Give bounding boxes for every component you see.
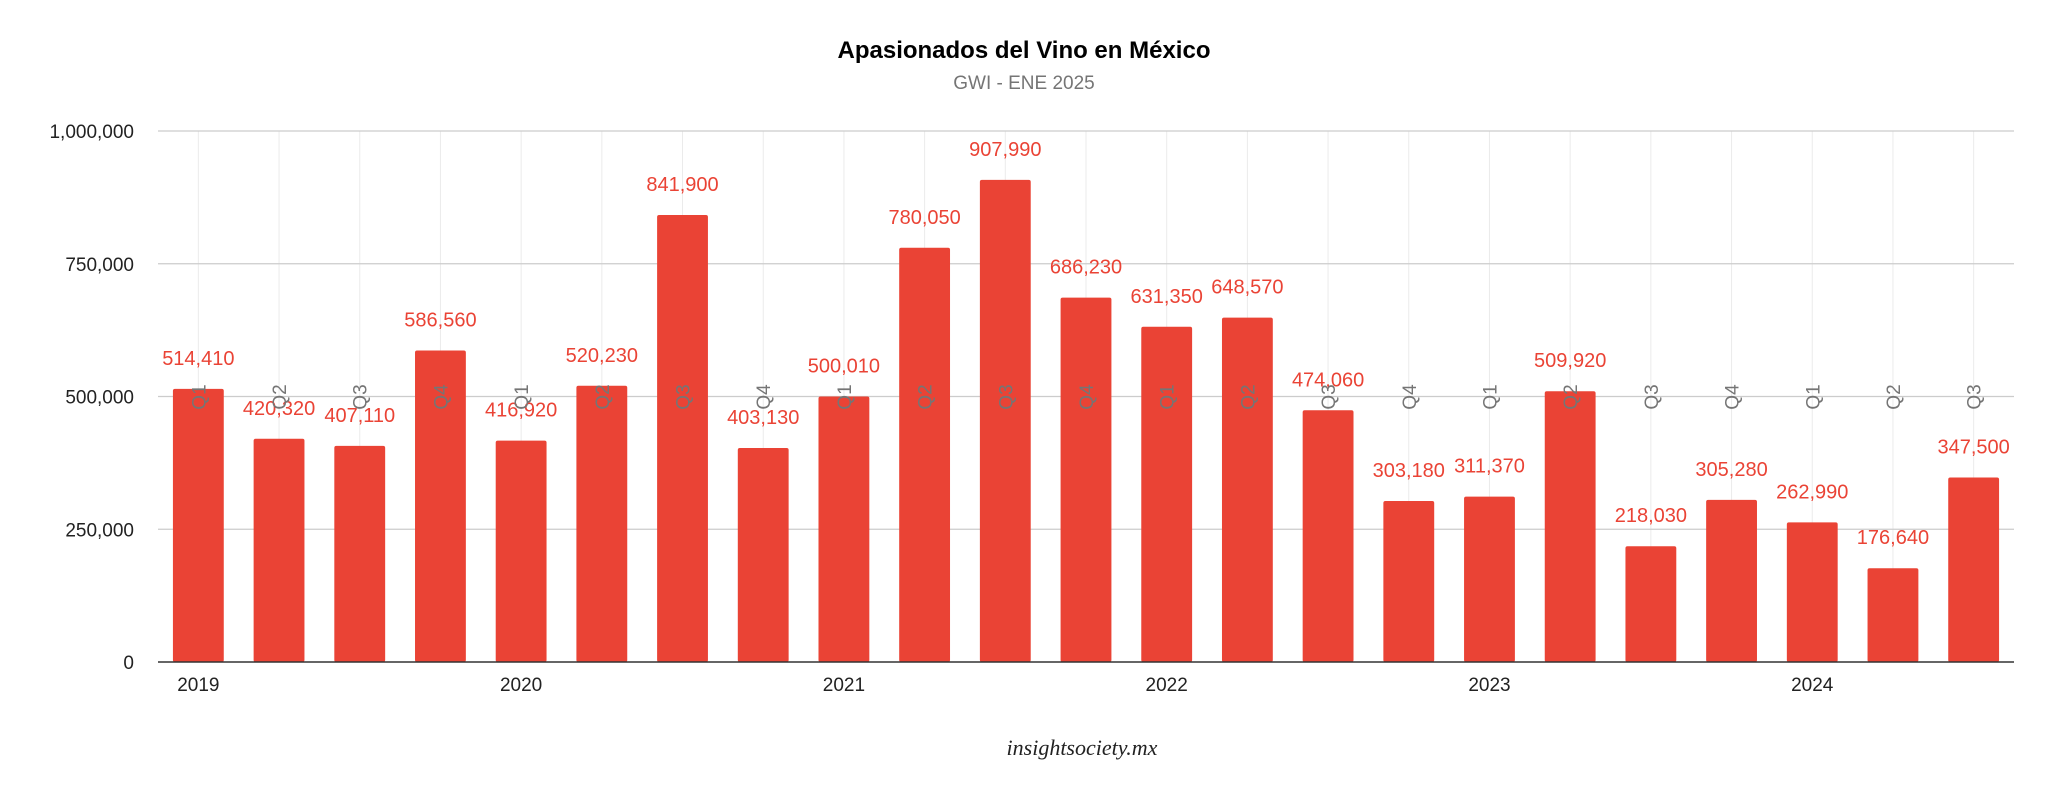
y-tick-label: 500,000: [65, 388, 134, 409]
data-label: 403,130: [727, 407, 799, 429]
data-label: 648,570: [1211, 277, 1283, 299]
x-quarter-label: Q1: [1158, 384, 1179, 409]
bar: [1464, 496, 1515, 662]
x-year-label: 2022: [1146, 675, 1188, 696]
x-quarter-label: Q3: [674, 384, 695, 409]
data-label: 262,990: [1776, 481, 1848, 503]
y-tick-label: 0: [123, 653, 134, 674]
bar: [1383, 501, 1435, 662]
data-label: 303,180: [1373, 460, 1445, 482]
x-quarter-label: Q4: [1400, 384, 1421, 410]
data-label: 305,280: [1695, 459, 1767, 481]
data-label: 218,030: [1615, 505, 1687, 527]
y-tick-label: 1,000,000: [49, 122, 134, 143]
data-label: 500,010: [808, 355, 880, 377]
x-year-label: 2021: [823, 675, 865, 696]
x-quarter-label: Q3: [996, 384, 1017, 409]
data-label: 686,230: [1050, 257, 1122, 279]
x-year-label: 2019: [177, 675, 219, 696]
x-quarter-label: Q4: [754, 384, 775, 410]
data-label: 407,110: [324, 405, 395, 427]
bar: [1141, 326, 1193, 662]
x-quarter-label: Q2: [593, 384, 614, 409]
x-quarter-label: Q2: [270, 384, 291, 409]
bar: [1544, 391, 1596, 662]
data-label: 586,560: [404, 310, 476, 332]
bar: [415, 350, 466, 662]
data-label: 311,370: [1454, 456, 1525, 478]
x-quarter-label: Q1: [1803, 384, 1824, 409]
x-quarter-label: Q1: [189, 384, 210, 409]
bar: [1221, 317, 1273, 662]
x-quarter-label: Q4: [1077, 384, 1098, 410]
data-label: 176,640: [1857, 527, 1929, 549]
data-label: 520,230: [566, 345, 638, 367]
x-quarter-label: Q2: [1238, 384, 1259, 409]
x-year-label: 2020: [500, 675, 542, 696]
chart-subtitle: GWI - ENE 2025: [953, 73, 1095, 94]
bar: [1706, 499, 1757, 662]
x-quarter-label: Q2: [1561, 384, 1582, 409]
x-quarter-label: Q3: [1965, 384, 1986, 409]
bar: [495, 440, 547, 662]
x-quarter-label: Q2: [916, 384, 937, 409]
bar: [899, 247, 951, 662]
x-quarter-label: Q3: [351, 384, 372, 409]
bar: [1625, 546, 1677, 662]
bar: [818, 396, 870, 662]
bar: [657, 214, 708, 662]
bar: [1948, 477, 2000, 662]
x-quarter-label: Q3: [1642, 384, 1663, 409]
data-label: 420,320: [243, 398, 315, 420]
bar: [1302, 410, 1354, 662]
data-label: 416,920: [485, 400, 557, 422]
x-axis: Q1 Q2 Q3 Q4 Q1 Q2 Q3 Q4 Q1 Q2 Q3 Q4 Q1 Q2 Q3 Q4 Q1 Q2 Q3 Q4…: [158, 384, 2014, 696]
data-label: 841,900: [646, 174, 718, 196]
data-label: 509,920: [1534, 350, 1606, 372]
bar: [1867, 568, 1919, 662]
x-quarter-label: Q2: [1884, 384, 1905, 409]
bar: [737, 447, 789, 662]
data-label: 474,060: [1292, 369, 1364, 391]
x-year-label: 2023: [1468, 675, 1510, 696]
bar: [334, 445, 386, 662]
x-quarter-label: Q3: [1319, 384, 1340, 409]
bar: [1786, 522, 1838, 662]
bars: 514,410 420,320 407,110 586,560 416,920 520,2…: [162, 139, 2010, 663]
data-label: 631,350: [1131, 286, 1203, 308]
y-axis: 0 250,000 500,000 750,000 1,000,000: [49, 122, 134, 674]
y-tick-label: 750,000: [65, 255, 134, 276]
data-label: 780,050: [888, 207, 960, 229]
watermark: insightsociety.mx: [1007, 735, 1158, 760]
x-quarter-label: Q1: [835, 384, 856, 409]
data-label: 907,990: [969, 139, 1041, 161]
bar: [172, 388, 224, 662]
x-quarter-label: Q4: [431, 384, 452, 410]
y-tick-label: 250,000: [65, 520, 134, 541]
x-year-label: 2024: [1791, 675, 1834, 696]
x-quarter-label: Q1: [1480, 384, 1501, 409]
data-label: 514,410: [162, 348, 234, 370]
bar: [1060, 297, 1112, 662]
data-label: 347,500: [1938, 436, 2010, 458]
x-quarter-label: Q4: [1723, 384, 1744, 410]
bar: [253, 438, 305, 662]
x-quarter-label: Q1: [512, 384, 533, 409]
bar: [576, 385, 628, 662]
bar: [979, 179, 1031, 663]
chart-title: Apasionados del Vino en México: [838, 37, 1211, 64]
